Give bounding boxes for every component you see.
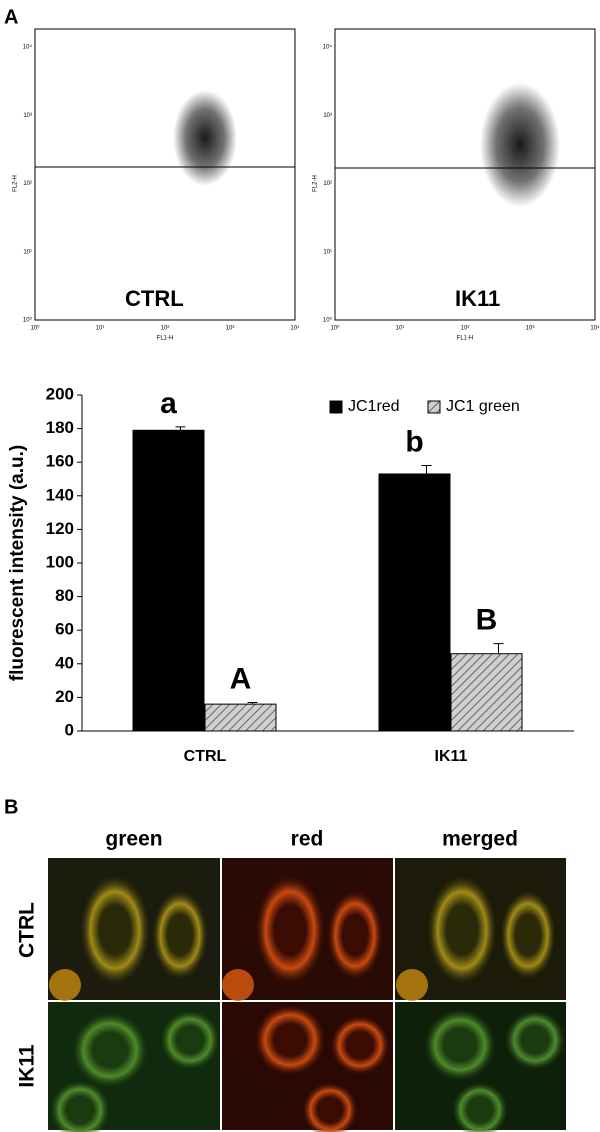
y-tick-label: 0 [65, 720, 74, 739]
error-bar [493, 643, 504, 654]
annotation: b [405, 425, 423, 458]
y-tick-label: 100 [46, 552, 74, 571]
legend-swatch [427, 400, 441, 414]
annotation: A [230, 662, 252, 695]
column-label: green [105, 828, 162, 851]
x-tick-label: 10⁰ [330, 325, 340, 332]
y-tick-label: 10¹ [323, 249, 332, 255]
y-tick-label: 40 [55, 653, 74, 672]
x-tick-label: 10⁴ [590, 325, 600, 332]
error-bar [175, 426, 186, 431]
x-tick-label: 10¹ [96, 326, 105, 332]
column-label: red [291, 828, 324, 851]
x-tick-label: 10³ [526, 326, 535, 332]
y-tick-label: 160 [46, 452, 74, 471]
row-label: CTRL [16, 902, 39, 958]
bar [378, 473, 451, 732]
legend-swatch [329, 400, 343, 414]
dot-cloud [480, 83, 560, 207]
y-tick-label: 140 [46, 485, 74, 504]
x-tick-label: 10⁰ [30, 325, 40, 332]
dot-cloud [173, 90, 237, 186]
legend-label: JC1red [348, 398, 400, 415]
plot-label: IK11 [455, 286, 500, 311]
x-axis-label: FL1-H [157, 336, 174, 342]
plot-frame [334, 28, 596, 321]
bar [204, 703, 277, 732]
panel-label: B [4, 796, 18, 818]
y-tick-label: 180 [46, 418, 74, 437]
bar [450, 653, 523, 732]
y-tick-label: 10² [323, 181, 332, 187]
plot-label: CTRL [125, 286, 184, 311]
y-tick-label: 10² [23, 181, 32, 187]
y-axis-label: FL2-H [313, 175, 319, 192]
micrographs [48, 858, 566, 1132]
column-label: merged [442, 828, 518, 851]
panel-label: A [4, 6, 18, 28]
y-tick-label: 10⁴ [323, 44, 333, 51]
x-axis-label: FL1-H [457, 336, 474, 342]
row-label: IK11 [16, 1044, 39, 1088]
y-tick-label: 10⁴ [23, 44, 33, 51]
plot-frame [34, 28, 296, 321]
x-tick-label: 10¹ [396, 326, 405, 332]
error-bar [421, 465, 432, 474]
y-tick-label: 120 [46, 519, 74, 538]
x-tick-label: 10² [461, 326, 470, 332]
y-axis-label: fluorescent intensity (a.u.) [7, 445, 28, 681]
bar [132, 429, 205, 732]
y-tick-label: 10³ [323, 113, 332, 119]
annotation: B [476, 604, 498, 637]
x-tick-label: 10⁴ [290, 325, 300, 332]
y-tick-label: 60 [55, 620, 74, 639]
x-tick-label: IK11 [435, 748, 468, 765]
annotation: a [160, 387, 177, 420]
y-tick-label: 200 [46, 384, 74, 403]
x-tick-label: CTRL [184, 748, 227, 765]
y-tick-label: 10¹ [23, 249, 32, 255]
x-tick-label: 10³ [226, 326, 235, 332]
legend-label: JC1 green [446, 398, 520, 415]
y-axis-label: FL2-H [13, 175, 19, 192]
y-tick-label: 10⁰ [323, 317, 333, 324]
y-tick-label: 80 [55, 586, 74, 605]
x-tick-label: 10² [161, 326, 170, 332]
error-bar [247, 701, 258, 705]
y-tick-label: 20 [55, 687, 74, 706]
y-tick-label: 10⁰ [23, 317, 33, 324]
y-tick-label: 10³ [23, 113, 32, 119]
